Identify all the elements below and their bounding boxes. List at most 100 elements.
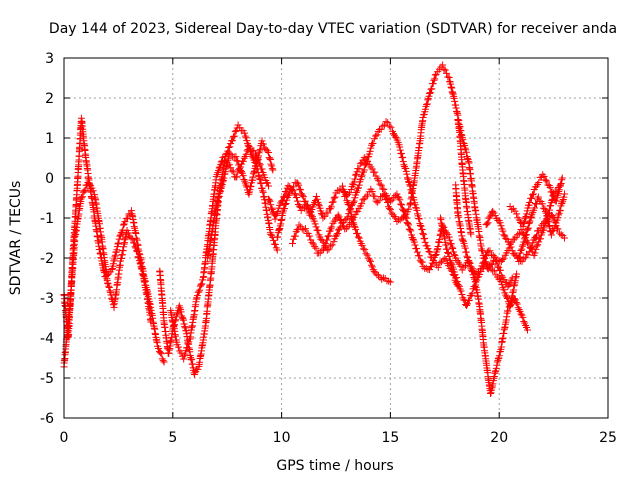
- data-point-marker: [523, 207, 531, 215]
- data-point-marker: [317, 210, 325, 218]
- data-point-marker: [441, 66, 449, 74]
- data-point-marker: [429, 80, 437, 88]
- data-point-marker: [533, 242, 541, 250]
- data-point-marker: [328, 223, 336, 231]
- data-point-marker: [250, 168, 258, 176]
- data-point-marker: [354, 184, 362, 192]
- data-point-marker: [382, 118, 390, 126]
- data-points: [60, 61, 568, 397]
- data-point-marker: [558, 174, 566, 182]
- data-point-marker: [486, 213, 494, 221]
- data-point-marker: [255, 172, 263, 180]
- data-point-marker: [331, 193, 339, 201]
- data-point-marker: [362, 250, 370, 258]
- data-point-marker: [419, 231, 427, 239]
- data-point-marker: [468, 290, 476, 298]
- data-point-marker: [181, 323, 189, 331]
- data-point-marker: [241, 177, 249, 185]
- data-point-marker: [329, 198, 337, 206]
- data-point-marker: [434, 242, 442, 250]
- data-point-marker: [109, 260, 117, 268]
- grid-lines: [64, 58, 608, 418]
- data-point-marker: [304, 204, 312, 212]
- data-point-marker: [399, 206, 407, 214]
- data-point-marker: [390, 212, 398, 220]
- data-point-marker: [373, 198, 381, 206]
- data-point-marker: [438, 258, 446, 266]
- data-point-marker: [362, 193, 370, 201]
- data-point-marker: [173, 310, 181, 318]
- data-point-marker: [491, 253, 499, 261]
- data-point-marker: [502, 291, 510, 299]
- data-point-marker: [537, 235, 545, 243]
- data-point-marker: [334, 230, 342, 238]
- data-point-marker: [487, 265, 495, 273]
- data-point-marker: [252, 159, 260, 167]
- data-point-marker: [352, 171, 360, 179]
- data-point-marker: [267, 201, 275, 209]
- data-point-marker: [461, 244, 469, 252]
- y-tick-label: -6: [40, 411, 54, 427]
- data-point-marker: [312, 244, 320, 252]
- data-point-marker: [462, 148, 470, 156]
- data-point-marker: [268, 165, 276, 173]
- data-point-marker: [434, 263, 442, 271]
- data-point-marker: [528, 194, 536, 202]
- data-point-marker: [265, 149, 273, 157]
- data-point-marker: [510, 235, 518, 243]
- data-point-marker: [521, 235, 529, 243]
- data-point-marker: [413, 245, 421, 253]
- data-point-marker: [256, 147, 264, 155]
- data-point-marker: [295, 181, 303, 189]
- y-tick-label: 3: [45, 51, 54, 67]
- data-point-marker: [491, 212, 499, 220]
- data-point-marker: [492, 364, 500, 372]
- data-point-marker: [525, 219, 533, 227]
- data-point-marker: [267, 204, 275, 212]
- data-point-marker: [486, 247, 494, 255]
- data-point-marker: [259, 187, 267, 195]
- data-point-marker: [425, 247, 433, 255]
- data-point-marker: [436, 231, 444, 239]
- data-point-marker: [242, 134, 250, 142]
- data-point-marker: [219, 153, 227, 161]
- data-point-marker: [299, 193, 307, 201]
- chart-title: Day 144 of 2023, Sidereal Day-to-day VTE…: [49, 21, 617, 37]
- data-point-marker: [282, 199, 290, 207]
- data-point-marker: [508, 274, 516, 282]
- data-point-marker: [489, 207, 497, 215]
- data-point-marker: [560, 190, 568, 198]
- data-point-marker: [159, 357, 167, 365]
- data-point-marker: [256, 176, 264, 184]
- data-point-marker: [447, 83, 455, 91]
- data-point-marker: [278, 215, 286, 223]
- data-point-marker: [516, 253, 524, 261]
- data-point-marker: [532, 199, 540, 207]
- data-point-marker: [346, 220, 354, 228]
- data-point-marker: [484, 219, 492, 227]
- data-point-marker: [128, 235, 136, 243]
- data-point-marker: [330, 238, 338, 246]
- data-point-marker: [426, 248, 434, 256]
- data-point-marker: [114, 239, 122, 247]
- data-point-marker: [377, 125, 385, 133]
- data-point-marker: [393, 217, 401, 225]
- data-point-marker: [385, 277, 393, 285]
- data-point-marker: [497, 222, 505, 230]
- data-point-marker: [463, 300, 471, 308]
- data-point-marker: [415, 252, 423, 260]
- data-point-marker: [526, 198, 534, 206]
- data-point-marker: [533, 232, 541, 240]
- data-point-marker: [538, 200, 546, 208]
- data-point-marker: [422, 264, 430, 272]
- data-point-marker: [482, 221, 490, 229]
- data-point-marker: [355, 165, 363, 173]
- data-point-marker: [541, 207, 549, 215]
- data-point-marker: [227, 164, 235, 172]
- data-point-marker: [131, 243, 139, 251]
- data-point-marker: [327, 203, 335, 211]
- data-point-marker: [77, 193, 85, 201]
- data-point-marker: [266, 197, 274, 205]
- data-point-marker: [230, 132, 238, 140]
- data-point-marker: [290, 183, 298, 191]
